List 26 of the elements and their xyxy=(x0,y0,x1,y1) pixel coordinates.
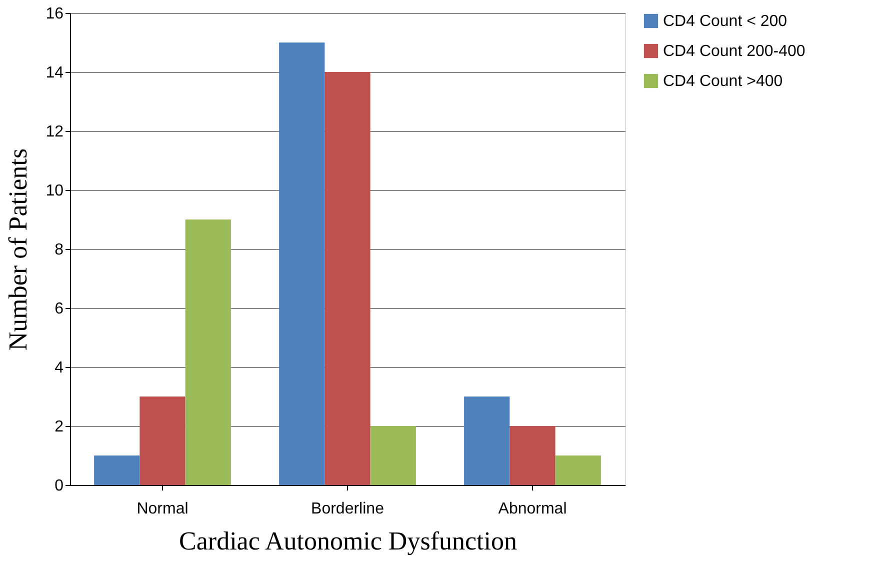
y-tick-label: 6 xyxy=(54,300,64,318)
legend-label: CD4 Count < 200 xyxy=(663,13,788,30)
x-axis-title: Cardiac Autonomic Dysfunction xyxy=(179,526,517,556)
bar xyxy=(185,220,231,485)
y-tick-label: 10 xyxy=(46,182,64,200)
x-tick-label: Borderline xyxy=(311,500,384,518)
y-axis-title: Number of Patients xyxy=(4,148,33,351)
legend-label: CD4 Count 200-400 xyxy=(663,43,806,60)
bar xyxy=(464,396,510,485)
x-tick-label: Normal xyxy=(136,500,188,518)
y-tick-label: 4 xyxy=(54,360,64,376)
bar xyxy=(370,426,416,485)
y-tick-label: 2 xyxy=(54,418,64,436)
y-tick-label: 14 xyxy=(46,64,64,82)
bar xyxy=(324,72,370,485)
legend-label: CD4 Count >400 xyxy=(663,73,783,90)
bar xyxy=(94,456,140,485)
y-tick-label: 16 xyxy=(46,6,64,22)
bar xyxy=(140,396,186,485)
y-tick-label: 0 xyxy=(54,478,64,494)
bar xyxy=(279,42,325,485)
x-tick-label: Abnormal xyxy=(498,500,567,518)
bar xyxy=(555,456,601,485)
y-tick-label: 8 xyxy=(54,242,64,258)
bar xyxy=(510,426,556,485)
y-tick-label: 12 xyxy=(46,124,64,140)
